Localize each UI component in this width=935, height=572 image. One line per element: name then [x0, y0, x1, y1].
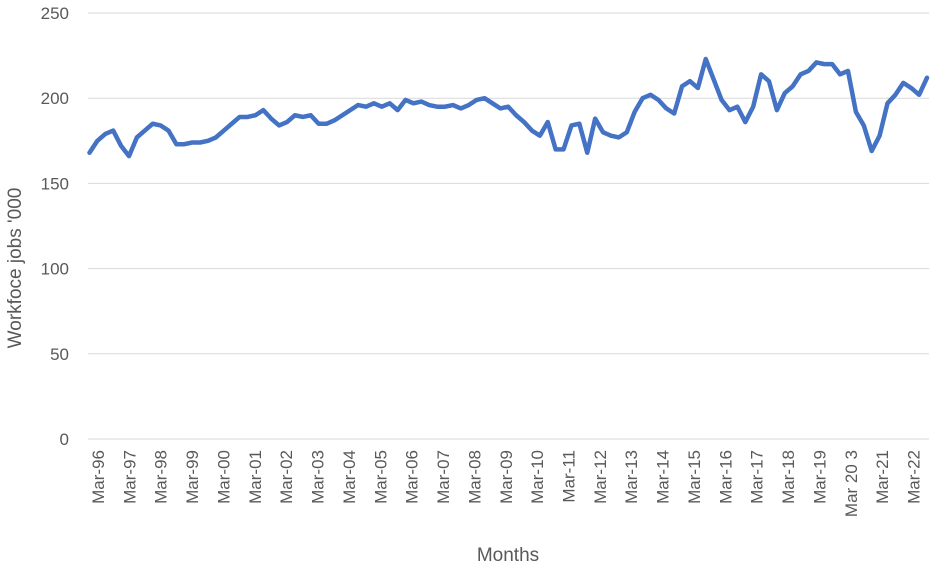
x-tick-label: Mar-00 [214, 450, 233, 504]
x-tick-label: Mar-05 [371, 450, 390, 504]
y-tick-label: 200 [41, 89, 69, 108]
x-tick-label: Mar-98 [152, 450, 171, 504]
x-tick-label: Mar-22 [905, 450, 924, 504]
x-tick-label: Mar-17 [748, 450, 767, 504]
x-tick-label: Mar-14 [654, 450, 673, 504]
x-tick-labels: Mar-96 Mar-97 Mar-98 Mar-99 Mar-00 Mar-01 Mar-… [89, 450, 924, 517]
x-tick-label: Mar-01 [246, 450, 265, 504]
x-tick-label: Mar-06 [403, 450, 422, 504]
y-tick-label: 50 [50, 345, 69, 364]
y-tick-label: 150 [41, 174, 69, 193]
x-tick-label: Mar-09 [497, 450, 516, 504]
x-tick-label: Mar-03 [309, 450, 328, 504]
x-tick-label: Mar-07 [434, 450, 453, 504]
y-tick-label: 250 [41, 4, 69, 23]
y-tick-labels: 0 50 100 150 200 250 [41, 4, 69, 449]
x-tick-label: Mar-02 [277, 450, 296, 504]
x-tick-label: Mar-97 [120, 450, 139, 504]
y-tick-label: 0 [60, 430, 69, 449]
x-tick-label: Mar-19 [810, 450, 829, 504]
x-tick-label: Mar-04 [340, 450, 359, 504]
x-tick-label: Mar-10 [528, 450, 547, 504]
y-axis-title: Workfoce jobs '000 [5, 188, 26, 349]
x-tick-label: Mar 20 3 [842, 450, 861, 517]
x-tick-label: Mar-16 [716, 450, 735, 504]
gridlines [88, 12, 929, 440]
series-layer [87, 56, 930, 159]
x-tick-label: Mar-11 [559, 450, 578, 503]
y-tick-label: 100 [41, 260, 69, 279]
x-tick-label: Mar-96 [89, 450, 108, 504]
x-tick-label: Mar-21 [873, 450, 892, 504]
x-tick-label: Mar-99 [183, 450, 202, 504]
x-tick-label: Mar-13 [622, 450, 641, 504]
series-line [87, 56, 930, 159]
x-tick-label: Mar-15 [685, 450, 704, 504]
x-axis-title: Months [477, 545, 539, 566]
x-tick-label: Mar-08 [465, 450, 484, 504]
x-tick-label: Mar-18 [779, 450, 798, 504]
x-tick-label: Mar-12 [591, 450, 610, 504]
